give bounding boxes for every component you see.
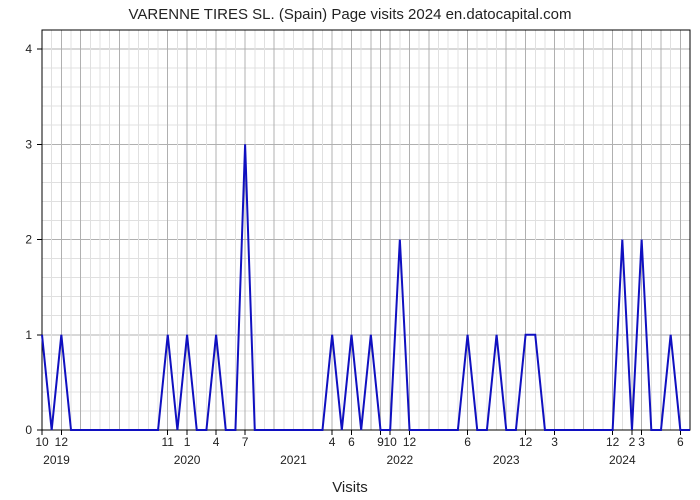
x-month-tick-label: 4 xyxy=(329,435,336,449)
x-month-tick-label: 1 xyxy=(184,435,191,449)
x-month-tick-label: 11 xyxy=(161,435,174,449)
x-year-label: 2020 xyxy=(174,453,201,467)
x-month-tick-label: 12 xyxy=(519,435,533,449)
x-year-label: 2019 xyxy=(43,453,70,467)
x-month-tick-label: 6 xyxy=(677,435,684,449)
y-tick-label: 3 xyxy=(25,137,32,151)
x-month-tick-label: 10 xyxy=(35,435,49,449)
x-year-label: 2023 xyxy=(493,453,520,467)
x-month-tick-label: 6 xyxy=(464,435,471,449)
x-month-tick-label: 3 xyxy=(638,435,645,449)
x-month-tick-label: 7 xyxy=(242,435,249,449)
x-month-tick-label: 4 xyxy=(213,435,220,449)
y-tick-label: 0 xyxy=(25,423,32,437)
x-month-tick-label: 12 xyxy=(55,435,69,449)
x-month-tick-label: 3 xyxy=(551,435,558,449)
x-year-label: 2021 xyxy=(280,453,307,467)
y-tick-label: 1 xyxy=(25,328,32,342)
y-tick-label: 2 xyxy=(25,233,32,247)
x-month-tick-label: 12 xyxy=(606,435,620,449)
x-year-label: 2022 xyxy=(386,453,413,467)
visits-line-chart: 0123410121114746910126123122362019202020… xyxy=(0,0,700,500)
x-month-tick-label: 12 xyxy=(403,435,417,449)
x-year-label: 2024 xyxy=(609,453,636,467)
x-month-tick-label: 10 xyxy=(383,435,397,449)
x-month-tick-label: 2 xyxy=(629,435,636,449)
x-month-tick-label: 6 xyxy=(348,435,355,449)
y-tick-label: 4 xyxy=(25,42,32,56)
